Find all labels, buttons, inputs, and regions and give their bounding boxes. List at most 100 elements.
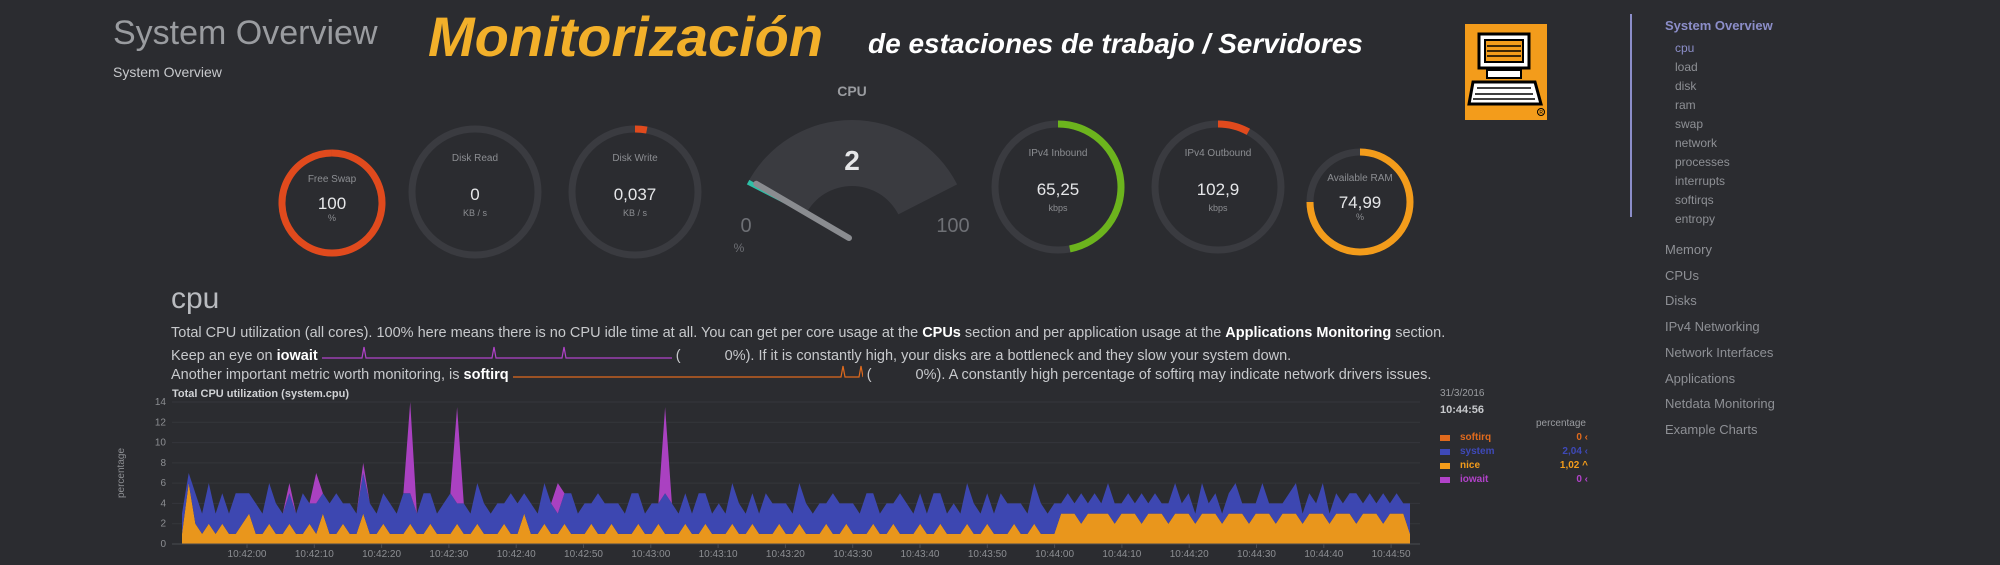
legend-swatch bbox=[1440, 463, 1450, 469]
series-area-system bbox=[182, 473, 1410, 534]
legend-item-iowait[interactable]: iowait 0 ‹ bbox=[1440, 474, 1588, 487]
gauge-value: 65,25 bbox=[1037, 180, 1080, 199]
nav-item-memory[interactable]: Memory bbox=[1665, 242, 1712, 257]
nav-sub-item-network[interactable]: network bbox=[1675, 136, 1718, 150]
gauge-disk-read[interactable]: Disk Read 0 KB / s bbox=[408, 125, 542, 259]
cpu-gauge-title: CPU bbox=[837, 83, 867, 99]
gauge-cpu[interactable]: CPU 2 0 100 % bbox=[734, 83, 970, 255]
iowait-sparkline bbox=[321, 346, 672, 359]
nav-sub-item-load[interactable]: load bbox=[1675, 60, 1698, 74]
desc-text: 0%). A constantly high percentage of sof… bbox=[915, 367, 1432, 383]
nav-item-example-charts[interactable]: Example Charts bbox=[1665, 421, 1758, 437]
gauge-value: 74,99 bbox=[1339, 193, 1382, 212]
series-area-nice bbox=[182, 483, 1410, 544]
gauge-ipv4-outbound[interactable]: IPv4 Outbound 102,9 kbps bbox=[1151, 120, 1285, 254]
nav-item-applications[interactable]: Applications bbox=[1665, 370, 1736, 386]
legend-value: 0 ‹ bbox=[1576, 432, 1588, 443]
cpu-section-heading: cpu bbox=[171, 282, 220, 315]
cpu-description-line-1: Total CPU utilization (all cores). 100% … bbox=[171, 325, 1445, 341]
nav-item-cpus[interactable]: CPUs bbox=[1665, 267, 1699, 283]
legend-value: 1,02 ^ bbox=[1559, 460, 1588, 471]
cpu-gauge-unit: % bbox=[734, 241, 745, 255]
gauge-free-swap[interactable]: Free Swap 100% bbox=[278, 149, 386, 257]
x-tick-label: 10:42:40 bbox=[497, 549, 536, 560]
gauge-label: Disk Write bbox=[612, 153, 658, 164]
gauge-unit: % bbox=[1356, 212, 1364, 222]
y-tick-label: 12 bbox=[155, 417, 167, 428]
computer-logo-icon: R bbox=[1465, 24, 1547, 120]
legend-date: 31/3/2016 bbox=[1440, 388, 1485, 399]
gauge-label: IPv4 Outbound bbox=[1185, 148, 1252, 159]
chart-title: Total CPU utilization (system.cpu) bbox=[172, 388, 350, 400]
legend-name: nice bbox=[1460, 460, 1481, 471]
legend-item-softirq[interactable]: softirq 0 ‹ bbox=[1440, 432, 1588, 445]
y-axis-label: percentage bbox=[116, 448, 127, 498]
legend-item-nice[interactable]: nice 1,02 ^ bbox=[1440, 460, 1588, 473]
cpus-link[interactable]: CPUs bbox=[922, 325, 961, 341]
nav-item-network-interfaces[interactable]: Network Interfaces bbox=[1665, 344, 1774, 360]
gauge-fill-disk-write bbox=[634, 125, 648, 134]
x-tick-label: 10:43:20 bbox=[766, 549, 805, 560]
banner-title: Monitorización bbox=[428, 5, 824, 68]
banner-subtitle: de estaciones de trabajo / Servidores bbox=[868, 28, 1363, 59]
nav-sub-item-disk[interactable]: disk bbox=[1675, 79, 1697, 93]
nav-sub-item-interrupts[interactable]: interrupts bbox=[1675, 174, 1726, 188]
legend-swatch bbox=[1440, 435, 1450, 441]
legend-name: iowait bbox=[1460, 474, 1489, 485]
gauge-disk-write[interactable]: Disk Write 0,037 KB / s bbox=[568, 125, 702, 259]
cpu-gauge-max: 100 bbox=[936, 215, 969, 237]
nav-sub-item-swap[interactable]: swap bbox=[1675, 117, 1704, 131]
gauge-unit: KB / s bbox=[623, 208, 648, 218]
gauge-ipv4-inbound[interactable]: IPv4 Inbound 65,25 kbps bbox=[991, 120, 1125, 254]
iowait-metric: iowait bbox=[276, 348, 318, 364]
gauge-label: Available RAM bbox=[1327, 173, 1392, 184]
gauge-unit: KB / s bbox=[463, 208, 488, 218]
nav-sub-item-ram[interactable]: ram bbox=[1675, 98, 1696, 112]
nav-sub-item-softirqs[interactable]: softirqs bbox=[1675, 193, 1714, 207]
applications-monitoring-link[interactable]: Applications Monitoring bbox=[1225, 325, 1392, 341]
nav-item-disks[interactable]: Disks bbox=[1665, 293, 1697, 309]
legend-time: 10:44:56 bbox=[1440, 404, 1485, 416]
page-title: System Overview bbox=[113, 14, 378, 52]
legend-item-system[interactable]: system 2,04 ‹ bbox=[1440, 446, 1588, 459]
y-tick-label: 10 bbox=[155, 438, 167, 449]
cpu-description-line-3: Another important metric worth monitorin… bbox=[171, 363, 1431, 383]
nav-sub-item-cpu[interactable]: cpu bbox=[1675, 41, 1695, 55]
cpu-gauge-arc bbox=[746, 120, 958, 215]
x-tick-label: 10:43:50 bbox=[968, 549, 1007, 560]
gauge-available-ram[interactable]: Available RAM 74,99% bbox=[1306, 148, 1414, 256]
x-tick-label: 10:43:10 bbox=[699, 549, 738, 560]
y-tick-label: 4 bbox=[160, 498, 166, 509]
x-tick-label: 10:44:30 bbox=[1237, 549, 1276, 560]
y-tick-label: 2 bbox=[160, 519, 166, 530]
nav-sub-item-entropy[interactable]: entropy bbox=[1675, 212, 1716, 226]
desc-text: Total CPU utilization (all cores). 100% … bbox=[171, 325, 923, 341]
nav-sub-item-processes[interactable]: processes bbox=[1675, 155, 1730, 169]
x-tick-label: 10:42:50 bbox=[564, 549, 603, 560]
cpu-area-chart[interactable]: 0 2 4 6 8 10 12 14 percentage 10:42:00 10:42:10 10:… bbox=[110, 398, 1430, 565]
gauge-label: IPv4 Inbound bbox=[1029, 148, 1088, 159]
page-subtitle: System Overview bbox=[113, 64, 222, 80]
legend-unit: percentage bbox=[1535, 418, 1586, 429]
desc-text: Another important metric worth monitorin… bbox=[171, 367, 464, 383]
desc-text: section and per application usage at the bbox=[960, 325, 1226, 341]
nav-item-system-overview[interactable]: System Overview bbox=[1665, 18, 1773, 33]
softirq-sparkline bbox=[512, 365, 863, 378]
nav-item-netdata-monitoring[interactable]: Netdata Monitoring bbox=[1665, 396, 1775, 412]
cpu-gauge-min: 0 bbox=[740, 215, 751, 237]
y-tick-label: 0 bbox=[160, 539, 166, 550]
gauge-unit: % bbox=[328, 213, 336, 223]
x-tick-label: 10:44:00 bbox=[1035, 549, 1074, 560]
y-tick-label: 8 bbox=[160, 458, 166, 469]
gauge-value: 100 bbox=[318, 194, 346, 213]
gauge-unit: kbps bbox=[1208, 203, 1228, 213]
x-tick-label: 10:44:40 bbox=[1304, 549, 1343, 560]
softirq-metric: softirq bbox=[463, 367, 509, 383]
nav-item-ipv4-networking[interactable]: IPv4 Networking bbox=[1665, 319, 1760, 335]
desc-text: 0%). If it is constantly high, your disk… bbox=[724, 348, 1292, 364]
gauge-fill-ipv4-inbound bbox=[1057, 120, 1125, 253]
x-tick-label: 10:43:40 bbox=[901, 549, 940, 560]
gauge-track bbox=[408, 125, 542, 259]
gauge-unit: kbps bbox=[1048, 203, 1068, 213]
svg-text:R: R bbox=[1539, 110, 1543, 116]
